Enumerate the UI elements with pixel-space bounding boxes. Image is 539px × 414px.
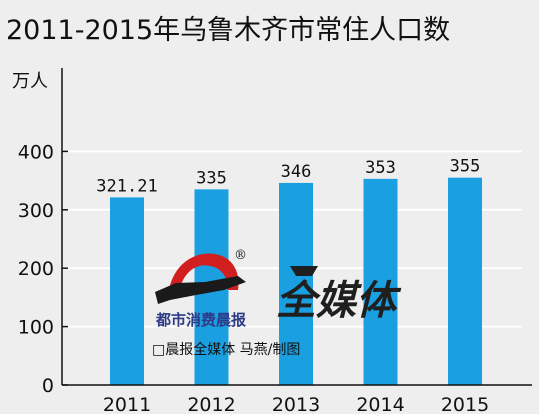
bar <box>363 178 398 385</box>
x-tick-label: 2015 <box>441 394 489 414</box>
y-tick-label: 0 <box>42 375 54 397</box>
y-tick-label: 200 <box>18 258 54 280</box>
x-tick-label: 2011 <box>103 394 151 414</box>
bar <box>110 197 144 385</box>
logo-text: 都市消费晨报 <box>155 311 246 329</box>
chart-title: 2011-2015年乌鲁木齐市常住人口数 <box>6 15 451 46</box>
x-tick-label: 2013 <box>272 394 320 414</box>
bar-value-label: 346 <box>281 162 312 182</box>
brand-mark: 全媒体 <box>276 266 402 324</box>
logo-black-stroke-icon <box>155 276 246 304</box>
credit-text: □晨报全媒体 马燕/制图 <box>152 341 300 358</box>
x-tick-label: 2014 <box>356 394 404 414</box>
newspaper-logo: ® 都市消费晨报 <box>155 248 247 329</box>
logo-red-arc-icon <box>168 253 239 298</box>
bar-value-label: 335 <box>196 168 227 188</box>
bar <box>279 182 313 385</box>
bar-value-label: 355 <box>450 157 481 177</box>
bar <box>448 177 482 385</box>
registered-mark: ® <box>234 248 247 263</box>
brand-arrow-icon <box>290 266 318 276</box>
y-axis-unit-label: 万人 <box>12 71 48 92</box>
bar-value-label: 321.21 <box>96 176 157 196</box>
brand-text: 全媒体 <box>276 278 402 324</box>
y-tick-label: 300 <box>18 200 54 222</box>
y-tick-label: 100 <box>18 317 54 339</box>
axes <box>61 68 532 386</box>
y-tick-label: 400 <box>18 141 54 163</box>
x-tick-label: 2012 <box>187 394 235 414</box>
bar-value-label: 353 <box>365 158 396 178</box>
labels: 0 100 200 300 400 321.21 2011 335 2012 346 2013 353… <box>18 141 489 414</box>
